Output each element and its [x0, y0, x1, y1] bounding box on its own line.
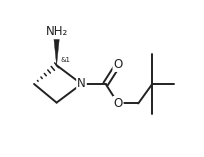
Text: O: O	[113, 58, 122, 71]
Text: N: N	[77, 77, 85, 90]
Polygon shape	[53, 32, 60, 65]
Text: &1: &1	[60, 57, 70, 63]
Text: NH₂: NH₂	[45, 25, 67, 38]
Text: O: O	[113, 97, 122, 110]
